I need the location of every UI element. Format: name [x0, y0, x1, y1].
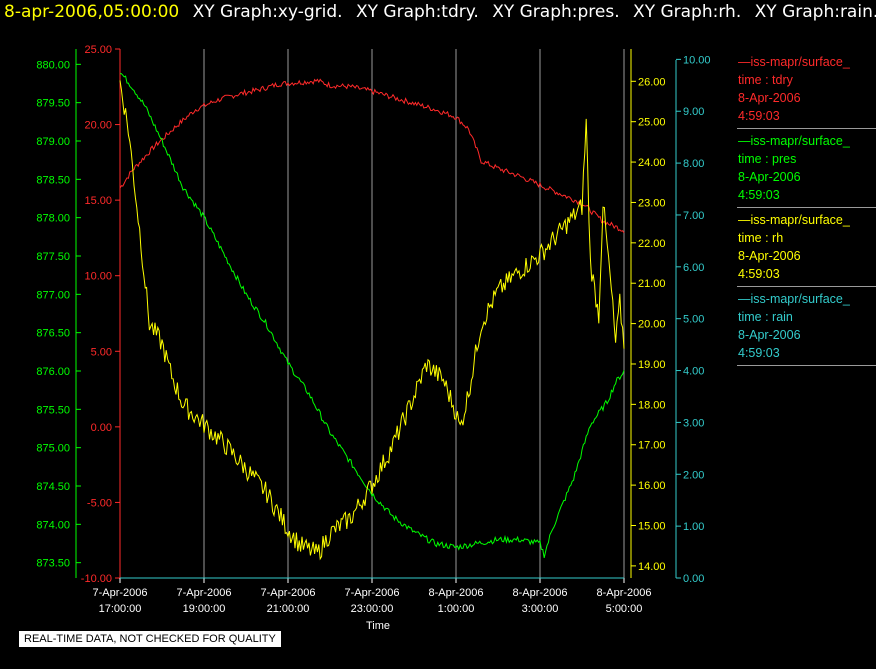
- qc-warning-label: REAL-TIME DATA, NOT CHECKED FOR QUALITY: [19, 631, 281, 647]
- x-tick-label-date: 8-Apr-2006: [512, 587, 567, 599]
- title-graph-pres: XY Graph:pres.: [492, 2, 620, 22]
- title-graph-rh: XY Graph:rh.: [633, 2, 742, 22]
- x-tick-label-time: 23:00:00: [351, 603, 394, 615]
- tdry-series-line: [119, 78, 625, 234]
- rain-tick-label: 7.00: [683, 210, 704, 222]
- legend-entry-pres: —iss-mapr/surface_ time : pres 8-Apr-200…: [737, 131, 876, 208]
- rain-tick-label: 9.00: [683, 106, 704, 118]
- x-tick-label-date: 8-Apr-2006: [428, 587, 483, 599]
- x-tick-label-date: 8-Apr-2006: [596, 587, 651, 599]
- rh-tick-label: 24.00: [638, 157, 666, 169]
- pres-tick-label: 876.00: [36, 366, 70, 378]
- rain-tick-label: 2.00: [683, 469, 704, 481]
- rh-tick-label: 21.00: [638, 278, 666, 290]
- tdry-tick-label: -5.00: [87, 497, 112, 509]
- legend-date: 8-Apr-2006: [738, 91, 801, 105]
- tdry-tick-label: -10.00: [81, 573, 112, 585]
- legend-date: 8-Apr-2006: [738, 249, 801, 263]
- pres-tick-label: 875.00: [36, 443, 70, 455]
- rain-tick-label: 0.00: [683, 573, 704, 585]
- x-tick-label-time: 3:00:00: [522, 603, 559, 615]
- rh-tick-label: 16.00: [638, 480, 666, 492]
- pres-tick-label: 873.50: [36, 558, 70, 570]
- legend-source: —iss-mapr/surface_: [738, 55, 850, 69]
- legend-variable: time : pres: [738, 152, 797, 166]
- x-tick-label-date: 7-Apr-2006: [344, 587, 399, 599]
- rh-tick-label: 25.00: [638, 117, 666, 129]
- x-tick-label-date: 7-Apr-2006: [176, 587, 231, 599]
- pres-tick-label: 880.00: [36, 59, 70, 71]
- legend-time: 4:59:03: [738, 346, 780, 360]
- rh-series-line: [119, 80, 625, 561]
- pres-tick-label: 878.50: [36, 174, 70, 186]
- pres-series-line: [119, 73, 625, 559]
- rain-tick-label: 3.00: [683, 417, 704, 429]
- rain-tick-label: 8.00: [683, 158, 704, 170]
- rain-tick-label: 4.00: [683, 366, 704, 378]
- title-graph-rain: XY Graph:rain.: [754, 2, 876, 22]
- rain-tick-label: 10.00: [683, 54, 711, 66]
- tdry-tick-label: 15.00: [84, 195, 112, 207]
- rh-tick-label: 14.00: [638, 561, 666, 573]
- pres-tick-label: 874.00: [36, 519, 70, 531]
- legend: —iss-mapr/surface_ time : tdry 8-Apr-200…: [737, 52, 876, 368]
- rh-tick-label: 17.00: [638, 440, 666, 452]
- x-tick-label-time: 1:00:00: [438, 603, 475, 615]
- title-datetime: 8-apr-2006,05:00:00: [4, 2, 180, 22]
- rh-tick-label: 22.00: [638, 238, 666, 250]
- x-tick-label-time: 17:00:00: [99, 603, 142, 615]
- rain-tick-label: 6.00: [683, 262, 704, 274]
- legend-variable: time : rh: [738, 231, 784, 245]
- legend-variable: time : tdry: [738, 73, 793, 87]
- legend-entry-rh: —iss-mapr/surface_ time : rh 8-Apr-2006 …: [737, 210, 876, 287]
- x-tick-label-date: 7-Apr-2006: [92, 587, 147, 599]
- legend-time: 4:59:03: [738, 109, 780, 123]
- pres-tick-label: 876.50: [36, 328, 70, 340]
- x-tick-label-time: 21:00:00: [267, 603, 310, 615]
- legend-entry-rain: —iss-mapr/surface_ time : rain 8-Apr-200…: [737, 289, 876, 366]
- pres-tick-label: 878.00: [36, 213, 70, 225]
- x-tick-label-date: 7-Apr-2006: [260, 587, 315, 599]
- x-axis-label: Time: [366, 620, 390, 632]
- rh-tick-label: 15.00: [638, 521, 666, 533]
- rh-tick-label: 19.00: [638, 359, 666, 371]
- title-graph-tdry: XY Graph:tdry.: [356, 2, 479, 22]
- tdry-tick-label: 0.00: [91, 422, 112, 434]
- legend-time: 4:59:03: [738, 267, 780, 281]
- legend-date: 8-Apr-2006: [738, 170, 801, 184]
- pres-tick-label: 879.00: [36, 136, 70, 148]
- x-tick-label-time: 19:00:00: [183, 603, 226, 615]
- legend-entry-tdry: —iss-mapr/surface_ time : tdry 8-Apr-200…: [737, 52, 876, 129]
- title-bar: 8-apr-2006,05:00:00 XY Graph:xy-grid. XY…: [4, 2, 876, 22]
- x-tick-label-time: 5:00:00: [606, 603, 643, 615]
- tdry-tick-label: 10.00: [84, 271, 112, 283]
- tdry-tick-label: 20.00: [84, 120, 112, 132]
- legend-time: 4:59:03: [738, 188, 780, 202]
- pres-tick-label: 874.50: [36, 481, 70, 493]
- rh-tick-label: 26.00: [638, 76, 666, 88]
- pres-tick-label: 877.50: [36, 251, 70, 263]
- pres-tick-label: 877.00: [36, 289, 70, 301]
- legend-source: —iss-mapr/surface_: [738, 213, 850, 227]
- tdry-tick-label: 5.00: [91, 346, 112, 358]
- rh-tick-label: 20.00: [638, 319, 666, 331]
- pres-tick-label: 879.50: [36, 98, 70, 110]
- rain-tick-label: 1.00: [683, 521, 704, 533]
- title-graph-xy-grid: XY Graph:xy-grid.: [192, 2, 343, 22]
- pres-tick-label: 875.50: [36, 404, 70, 416]
- tdry-tick-label: 25.00: [84, 44, 112, 56]
- rh-tick-label: 23.00: [638, 197, 666, 209]
- rain-tick-label: 5.00: [683, 314, 704, 326]
- legend-date: 8-Apr-2006: [738, 328, 801, 342]
- legend-source: —iss-mapr/surface_: [738, 292, 850, 306]
- rh-tick-label: 18.00: [638, 399, 666, 411]
- legend-variable: time : rain: [738, 310, 793, 324]
- legend-source: —iss-mapr/surface_: [738, 134, 850, 148]
